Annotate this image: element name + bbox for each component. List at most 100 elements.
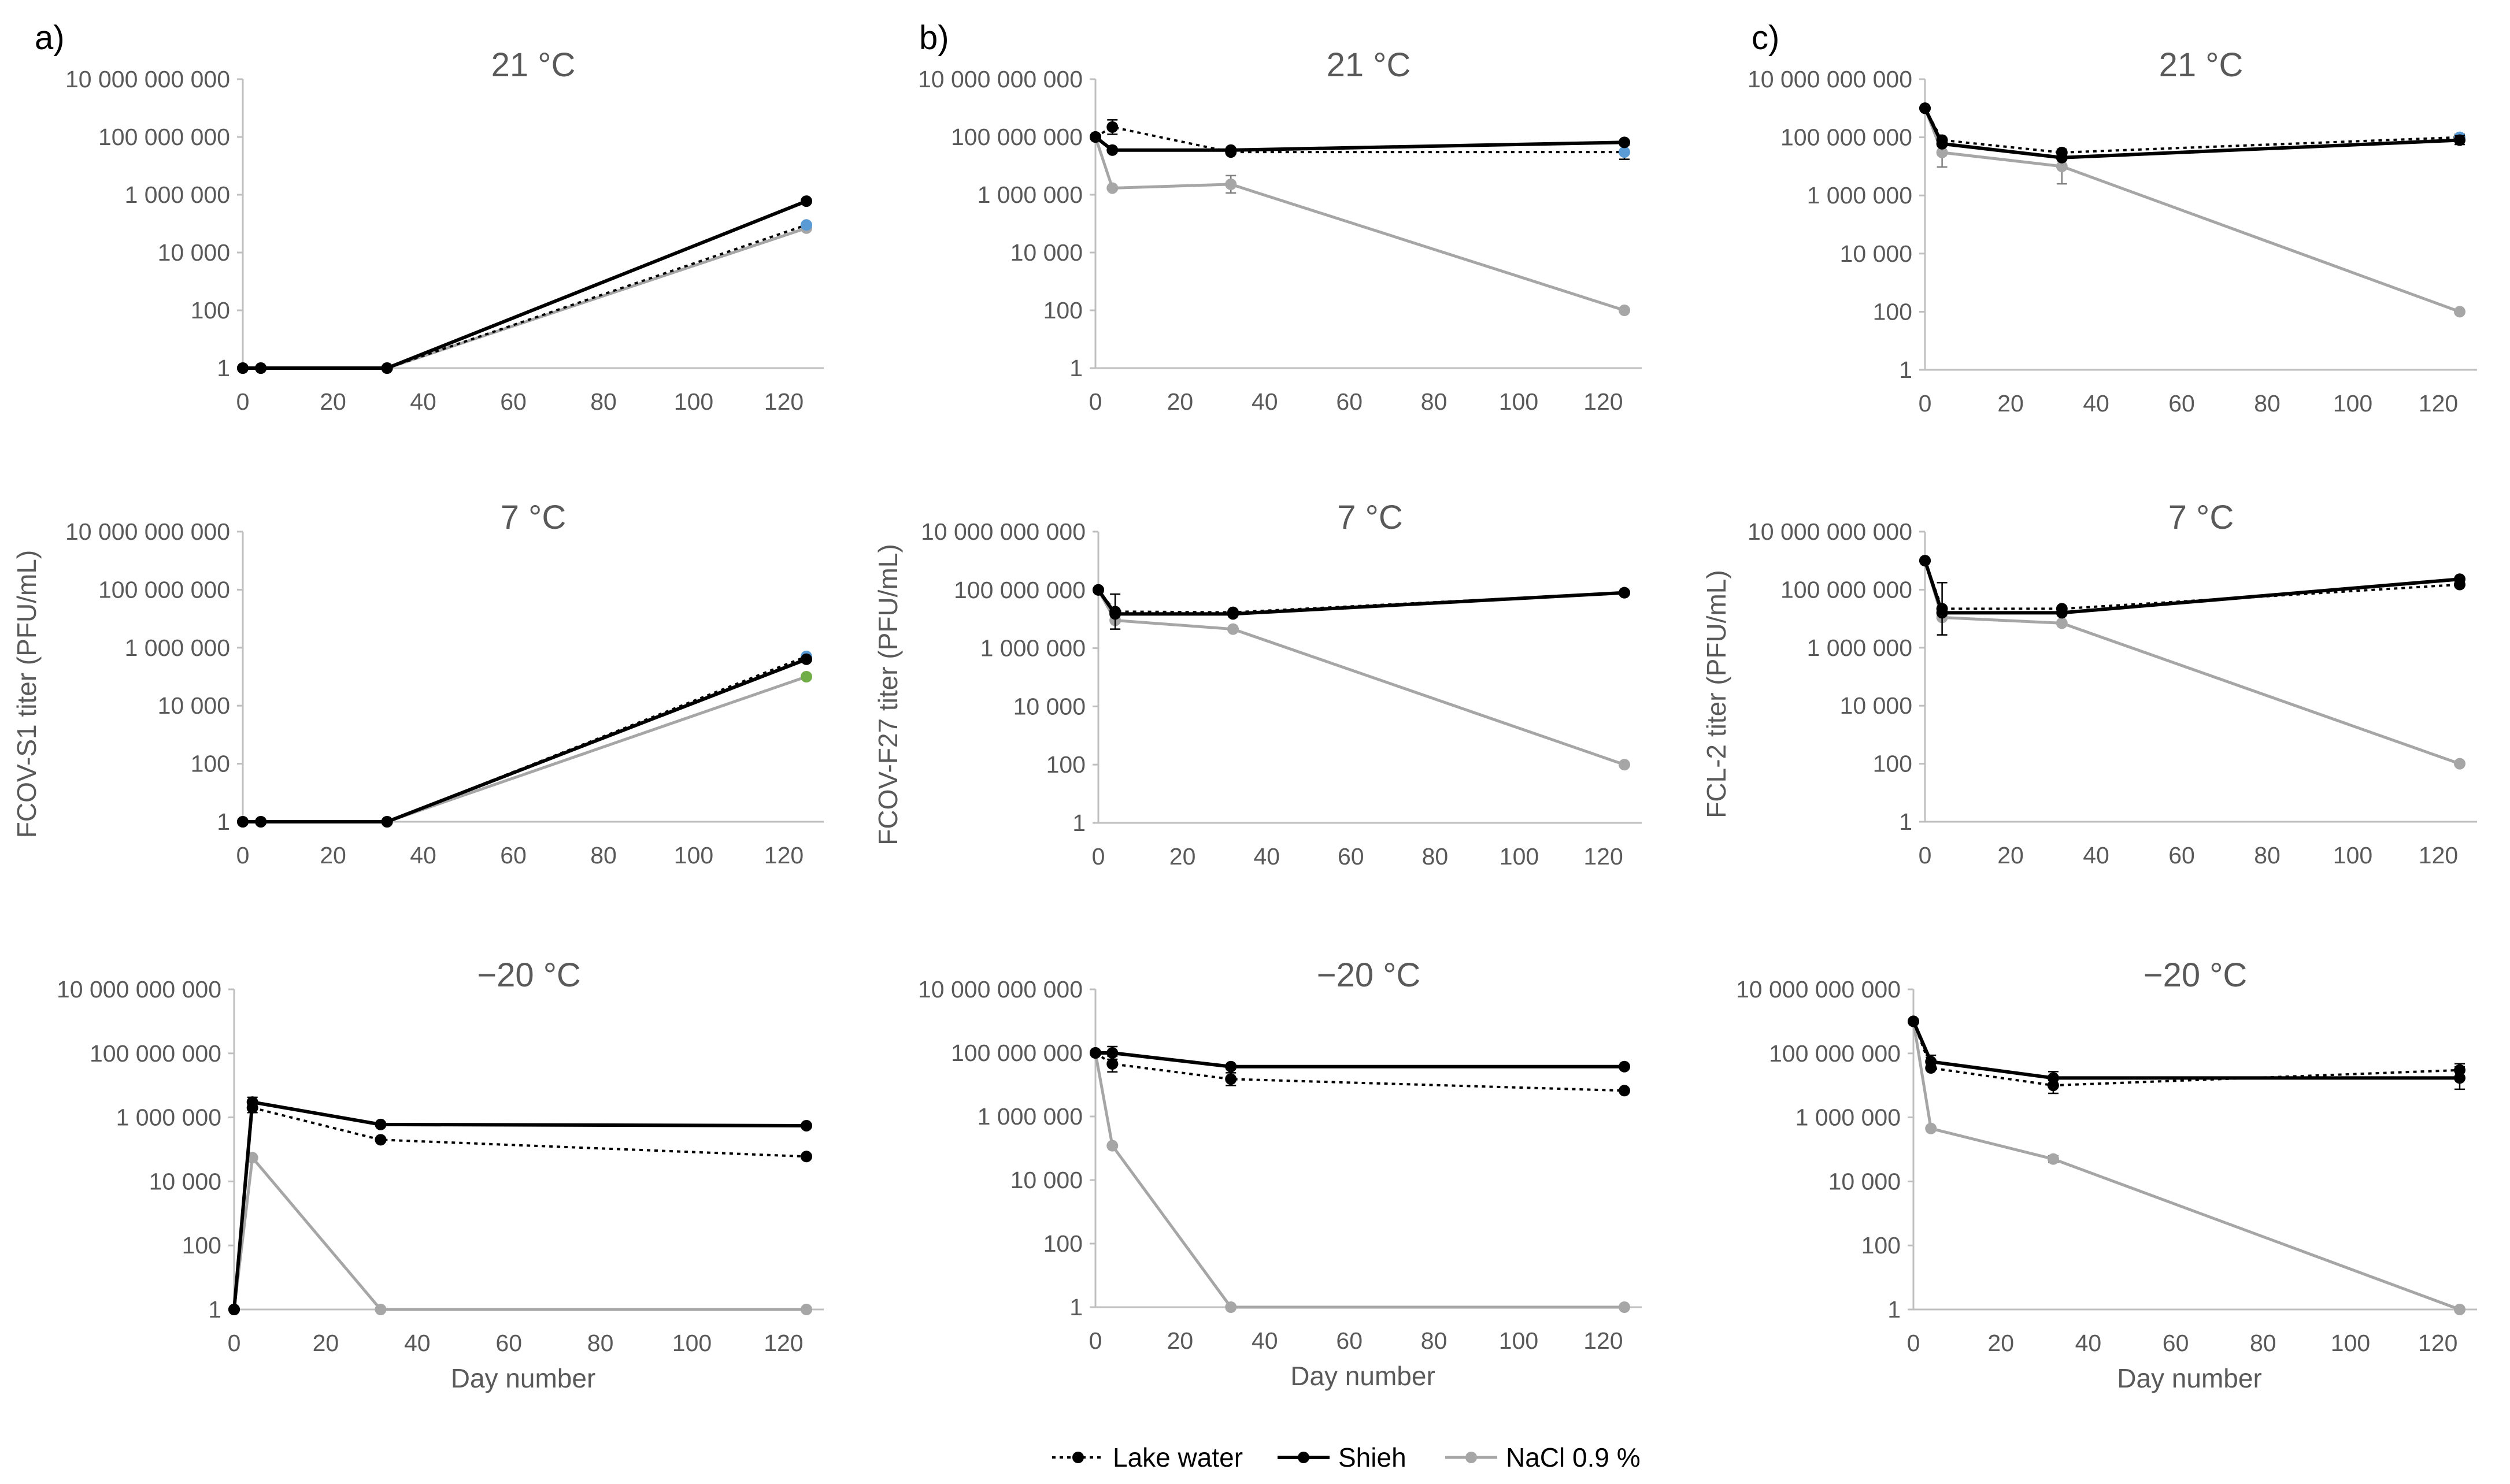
data-point [1090, 1047, 1101, 1059]
x-tick-label: 100 [674, 842, 713, 869]
data-point [801, 219, 812, 231]
data-point [246, 1096, 258, 1108]
y-tick-label: 10 000 000 000 [65, 66, 230, 92]
series-line [1923, 107, 2460, 159]
x-tick-label: 100 [2333, 390, 2372, 417]
y-tick-label: 1 000 000 [978, 181, 1083, 208]
series-lake-water [1908, 1015, 2465, 1095]
y-tick-label: 1 [1887, 1296, 1901, 1323]
y-tick-label: 100 000 000 [1780, 124, 1912, 151]
y-tick-label: 10 000 [1013, 693, 1086, 719]
x-tick-label: 0 [1919, 842, 1932, 869]
legend-swatch-marker [1072, 1452, 1084, 1463]
y-tick-label: 10 000 000 000 [918, 66, 1083, 92]
x-tick-label: 100 [674, 388, 713, 415]
data-point [2454, 306, 2465, 318]
y-tick-label: 100 [1043, 297, 1083, 324]
series-shieh [237, 653, 812, 828]
panel-title: 7 °C [2168, 499, 2234, 536]
series-nacl-0-9- [228, 1152, 812, 1315]
chart-panel-8: 1 100 10 000 1 000 000 100 000 000 10 000 000… [918, 956, 1642, 1391]
y-tick-label: 100 [1873, 298, 1912, 325]
data-point [375, 1134, 387, 1146]
data-point [1093, 584, 1104, 596]
x-tick-label: 120 [764, 1330, 803, 1356]
series-nacl-0-9- [1090, 1047, 1630, 1313]
y-tick-label: 10 000 [149, 1168, 221, 1194]
series-line [243, 675, 807, 823]
series-line [1923, 560, 2460, 615]
data-point [1106, 121, 1119, 133]
y-tick-label: 10 000 [1840, 692, 1912, 719]
y-tick-label: 1 000 000 [125, 635, 230, 661]
x-tick-label: 80 [590, 842, 617, 869]
chart-panel-1: 1 100 10 000 1 000 000 100 000 000 10 000 000… [35, 19, 824, 415]
y-tick-label: 100 [1043, 1230, 1083, 1257]
data-point [1106, 144, 1119, 156]
series-line [232, 1154, 806, 1311]
x-tick-label: 60 [1338, 843, 1364, 870]
series-line [1097, 589, 1625, 614]
x-tick-label: 100 [1500, 843, 1539, 870]
data-point [1619, 587, 1630, 599]
y-tick-label: 1 [1072, 810, 1086, 836]
series-line [1923, 107, 2460, 313]
data-point [1936, 138, 1948, 150]
y-tick-label: 1 [208, 1296, 221, 1323]
data-point [246, 1152, 258, 1164]
series-line [1097, 589, 1625, 766]
x-axis-label: Day number [451, 1363, 596, 1393]
data-point [1619, 759, 1630, 771]
series-line [1094, 125, 1624, 154]
x-tick-label: 120 [2419, 390, 2458, 417]
x-tick-label: 120 [764, 388, 804, 415]
x-tick-label: 0 [236, 842, 250, 869]
series-line [233, 1106, 807, 1310]
y-tick-label: 10 000 000 000 [1748, 66, 1912, 92]
x-tick-label: 120 [1583, 843, 1623, 870]
data-point [2454, 573, 2465, 585]
series-line [1912, 1021, 2460, 1311]
data-point [228, 1304, 240, 1315]
series-lake-water [237, 650, 812, 828]
y-tick-label: 100 000 000 [951, 124, 1083, 150]
data-point [1619, 1301, 1630, 1313]
data-point [1106, 1047, 1119, 1059]
data-point [1090, 131, 1101, 143]
y-tick-label: 100 [191, 751, 230, 777]
y-tick-label: 10 000 000 000 [921, 518, 1086, 545]
x-tick-label: 80 [2254, 390, 2281, 417]
x-tick-label: 0 [1089, 1327, 1102, 1354]
legend: Lake water Shieh NaCl 0.9 % [1052, 1442, 1641, 1472]
data-point [381, 816, 393, 828]
x-tick-label: 80 [1421, 1327, 1447, 1354]
x-tick-label: 20 [320, 388, 346, 415]
panel-title: 7 °C [501, 499, 566, 536]
series-shieh [228, 1096, 812, 1315]
data-point [255, 362, 267, 374]
y-tick-label: 100 [182, 1232, 221, 1259]
data-point [1619, 136, 1630, 149]
legend-label: Shieh [1338, 1442, 1406, 1472]
y-tick-label: 1 000 000 [116, 1104, 221, 1131]
data-point [1619, 146, 1630, 158]
y-tick-label: 1 000 000 [978, 1103, 1083, 1130]
legend-swatch-marker [1298, 1452, 1309, 1463]
data-point [1106, 182, 1119, 194]
series-line [1097, 589, 1625, 616]
x-tick-label: 40 [2075, 1330, 2102, 1356]
data-point [1225, 1073, 1237, 1085]
data-point [2454, 1304, 2465, 1315]
series-shieh [237, 195, 812, 374]
data-point [2454, 1072, 2465, 1084]
x-tick-label: 40 [404, 1330, 431, 1356]
chart-panel-4: 1 100 10 000 1 000 000 100 000 000 10 000 000… [12, 499, 824, 869]
x-tick-label: 0 [1089, 388, 1102, 415]
x-tick-label: 40 [1252, 388, 1278, 415]
series-line [1912, 1021, 2460, 1087]
chart-panel-7: 1 100 10 000 1 000 000 100 000 000 10 000 000… [57, 956, 824, 1393]
y-tick-label: 1 [1069, 1294, 1083, 1320]
panel-title: 21 °C [491, 46, 576, 84]
data-point [801, 195, 812, 207]
y-tick-label: 1 [217, 808, 230, 835]
